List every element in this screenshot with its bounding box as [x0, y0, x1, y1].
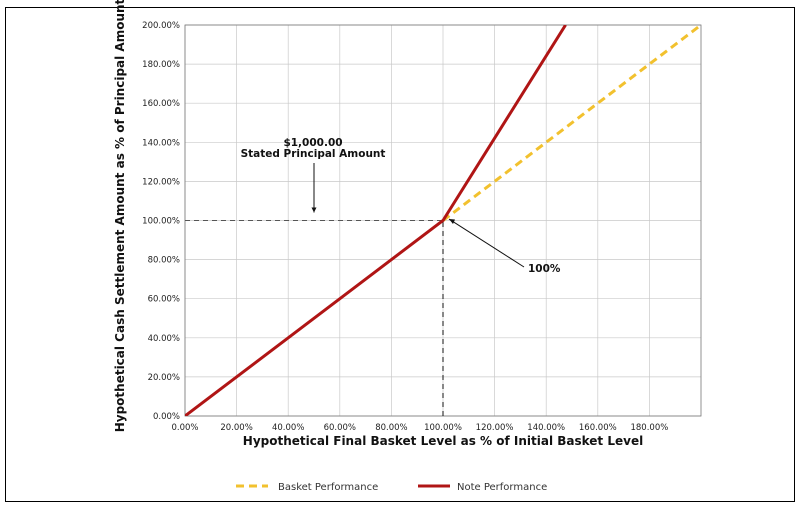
x-axis-title: Hypothetical Final Basket Level as % of … [243, 434, 643, 448]
arrow-100pct [448, 218, 525, 268]
legend-label-note: Note Performance [457, 482, 547, 493]
series-line-basket [442, 25, 701, 222]
annotation-principal-line-1: $1,000.00 [283, 137, 342, 149]
y-tick-label: 20.00% [148, 373, 180, 383]
y-tick-label: 200.00% [142, 21, 180, 31]
y-tick-label: 160.00% [142, 99, 180, 109]
x-tick-labels: 0.00% 20.00% 40.00% 60.00% 80.00% 100.00% 120.… [171, 423, 668, 433]
y-tick-label: 100.00% [142, 217, 180, 227]
legend: Basket Performance Note Performance [236, 482, 547, 493]
y-axis-title: Hypothetical Cash Settlement Amount as %… [113, 0, 127, 432]
annotation-principal: $1,000.00 Stated Principal Amount [241, 137, 386, 160]
y-tick-label: 40.00% [148, 334, 180, 344]
y-tick-label: 60.00% [148, 295, 180, 305]
x-tick-label: 140.00% [527, 423, 565, 433]
series-line-note [185, 25, 567, 416]
chart-frame [5, 7, 795, 502]
x-tick-label: 180.00% [630, 423, 668, 433]
x-tick-label: 60.00% [324, 423, 356, 433]
y-tick-label: 140.00% [142, 138, 180, 148]
annotation-100pct: 100% [528, 263, 561, 275]
x-tick-label: 120.00% [476, 423, 514, 433]
x-tick-label: 0.00% [171, 423, 198, 433]
y-tick-label: 80.00% [148, 256, 180, 266]
x-tick-label: 160.00% [579, 423, 617, 433]
arrowhead-100pct [449, 219, 455, 225]
arrowhead-principal [311, 207, 317, 213]
y-tick-label: 0.00% [153, 412, 180, 422]
y-tick-label: 180.00% [142, 60, 180, 70]
y-tick-label: 120.00% [142, 177, 180, 187]
reference-lines [185, 220, 444, 416]
legend-label-basket: Basket Performance [278, 482, 378, 493]
x-tick-label: 80.00% [375, 423, 407, 433]
y-tick-labels: 0.00% 20.00% 40.00% 60.00% 80.00% 100.00% 120.… [142, 21, 180, 422]
x-tick-label: 100.00% [424, 423, 462, 433]
series-group [185, 25, 701, 416]
x-tick-label: 40.00% [272, 423, 304, 433]
x-tick-label: 20.00% [220, 423, 252, 433]
annotation-100pct-label: 100% [528, 263, 561, 275]
annotation-arrows [311, 163, 525, 268]
annotation-principal-line-2: Stated Principal Amount [241, 148, 386, 160]
